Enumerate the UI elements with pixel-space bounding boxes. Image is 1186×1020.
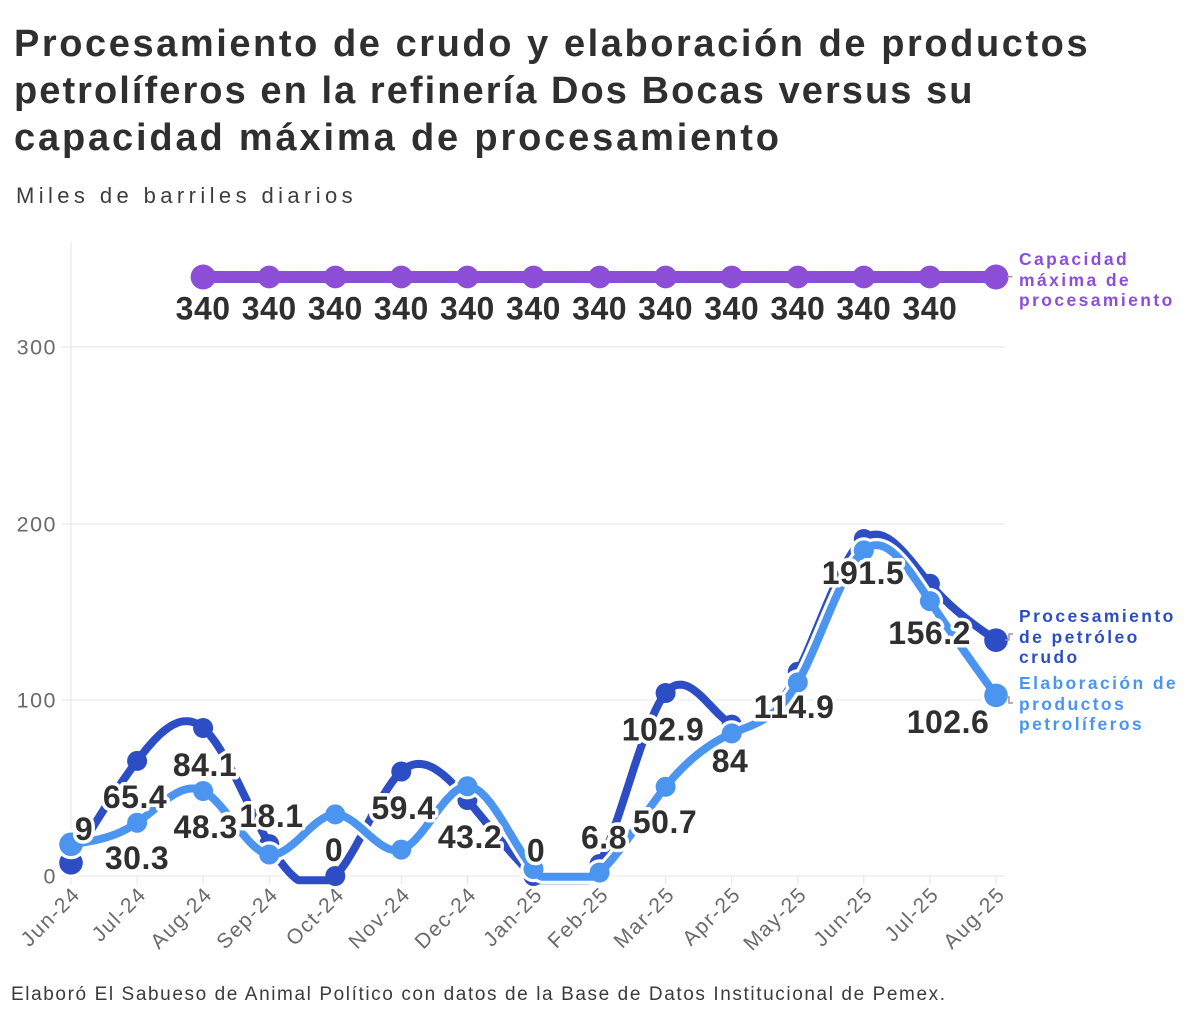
svg-text:340: 340 (440, 291, 495, 327)
svg-text:340: 340 (374, 291, 429, 327)
svg-text:Jul-24: Jul-24 (88, 883, 151, 946)
svg-text:340: 340 (770, 291, 825, 327)
svg-text:84: 84 (712, 743, 749, 779)
svg-text:Nov-24: Nov-24 (344, 883, 415, 954)
svg-text:340: 340 (902, 291, 957, 327)
svg-text:Oct-24: Oct-24 (282, 883, 350, 951)
svg-text:Apr-25: Apr-25 (678, 883, 746, 951)
svg-text:340: 340 (308, 291, 363, 327)
svg-text:48.3: 48.3 (174, 809, 238, 845)
svg-text:114.9: 114.9 (754, 689, 835, 725)
svg-text:340: 340 (242, 291, 297, 327)
svg-text:0: 0 (527, 833, 545, 869)
svg-text:Feb-25: Feb-25 (544, 883, 614, 953)
svg-text:Jan-25: Jan-25 (479, 883, 547, 951)
svg-text:84.1: 84.1 (173, 747, 237, 783)
svg-text:340: 340 (506, 291, 561, 327)
svg-text:200: 200 (17, 512, 57, 536)
svg-text:0: 0 (44, 864, 57, 888)
svg-text:30.3: 30.3 (105, 840, 169, 876)
svg-text:340: 340 (704, 291, 759, 327)
svg-text:65.4: 65.4 (103, 779, 167, 815)
svg-text:340: 340 (638, 291, 693, 327)
svg-text:191.5: 191.5 (822, 555, 905, 591)
svg-text:43.2: 43.2 (438, 819, 502, 855)
svg-text:Sep-24: Sep-24 (212, 883, 283, 954)
svg-text:Jun-25: Jun-25 (809, 883, 877, 951)
svg-text:300: 300 (17, 335, 57, 359)
svg-text:6.8: 6.8 (581, 820, 627, 856)
svg-text:May-25: May-25 (739, 883, 812, 956)
svg-text:Aug-25: Aug-25 (939, 883, 1010, 954)
svg-text:Dec-24: Dec-24 (411, 883, 482, 954)
svg-text:340: 340 (572, 291, 627, 327)
svg-text:102.9: 102.9 (622, 712, 705, 748)
svg-text:50.7: 50.7 (633, 804, 697, 840)
svg-text:340: 340 (836, 291, 891, 327)
svg-text:100: 100 (17, 688, 57, 712)
svg-text:Mar-25: Mar-25 (610, 883, 680, 953)
svg-text:Jul-25: Jul-25 (880, 883, 943, 946)
svg-text:102.6: 102.6 (907, 704, 990, 740)
svg-text:9: 9 (75, 811, 93, 847)
svg-text:0: 0 (325, 832, 343, 868)
svg-text:Aug-24: Aug-24 (146, 883, 217, 954)
svg-text:156.2: 156.2 (888, 615, 971, 651)
svg-text:Jun-24: Jun-24 (17, 883, 85, 951)
svg-text:18.1: 18.1 (239, 798, 303, 834)
svg-text:59.4: 59.4 (371, 790, 435, 826)
svg-text:340: 340 (176, 291, 231, 327)
